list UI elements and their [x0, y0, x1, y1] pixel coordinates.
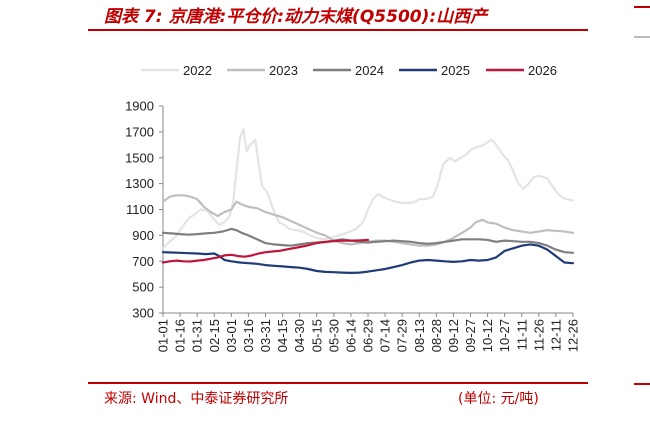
y-tick-label: 1100 — [126, 202, 154, 217]
x-tick-label: 03-16 — [241, 319, 256, 352]
figure-title: 图表 7: 京唐港:平仓价:动力末煤(Q5500):山西产 — [104, 7, 488, 27]
adjacent-panel-edge — [634, 6, 650, 8]
x-tick-label: 09-27 — [463, 319, 478, 352]
x-tick-label: 05-15 — [309, 319, 324, 352]
x-tick-label: 03-01 — [224, 319, 239, 352]
series-line-2026 — [161, 238, 370, 264]
x-tick-label: 07-14 — [378, 319, 393, 352]
x-tick-label: 05-30 — [326, 319, 341, 352]
x-tick-label: 11-11 — [514, 319, 529, 350]
x-tick-label: 12-11 — [548, 319, 563, 351]
x-tick-label: 01-01 — [156, 319, 171, 352]
series-line-2023 — [161, 194, 575, 247]
x-tick-label: 12-26 — [566, 319, 581, 352]
series-line-2025 — [161, 243, 575, 274]
x-tick-label: 10-12 — [480, 319, 495, 352]
y-tick-label: 1300 — [125, 176, 154, 191]
x-tick-label: 08-13 — [412, 319, 427, 352]
x-tick-label: 10-27 — [497, 319, 512, 352]
y-tick-label: 1900 — [125, 99, 154, 114]
x-tick-label: 04-30 — [292, 319, 307, 352]
x-tick-label: 01-31 — [190, 319, 205, 352]
y-tick-label: 300 — [132, 306, 154, 321]
series-line-2022 — [161, 128, 575, 250]
series-line-2024 — [161, 227, 575, 254]
footer-divider — [88, 382, 588, 384]
legend-label-2022: 2022 — [183, 63, 212, 78]
legend-label-2025: 2025 — [441, 63, 470, 78]
title-divider — [88, 29, 588, 31]
y-tick-label: 1500 — [125, 150, 154, 165]
x-tick-label: 08-28 — [429, 319, 444, 352]
adjacent-panel-edge — [634, 383, 650, 385]
y-tick-label: 700 — [132, 254, 154, 269]
x-tick-label: 07-29 — [395, 319, 410, 352]
legend-label-2026: 2026 — [528, 63, 557, 78]
x-tick-label: 04-15 — [275, 319, 290, 352]
x-tick-label: 09-12 — [446, 319, 461, 352]
x-tick-label: 06-29 — [361, 319, 376, 352]
x-tick-label: 01-16 — [173, 319, 188, 352]
adjacent-panel-edge — [634, 36, 650, 38]
source-note: 来源: Wind、中泰证券研究所 — [104, 391, 289, 407]
legend-label-2023: 2023 — [269, 63, 298, 78]
y-tick-label: 1700 — [125, 124, 154, 139]
x-tick-label: 06-14 — [343, 319, 358, 352]
x-tick-label: 11-26 — [531, 319, 546, 351]
x-tick-label: 02-15 — [207, 319, 222, 352]
y-tick-label: 900 — [132, 228, 154, 243]
x-tick-label: 03-31 — [258, 319, 273, 352]
unit-note: (单位: 元/吨) — [458, 391, 539, 407]
y-tick-label: 500 — [132, 280, 154, 295]
legend-label-2024: 2024 — [355, 63, 384, 78]
